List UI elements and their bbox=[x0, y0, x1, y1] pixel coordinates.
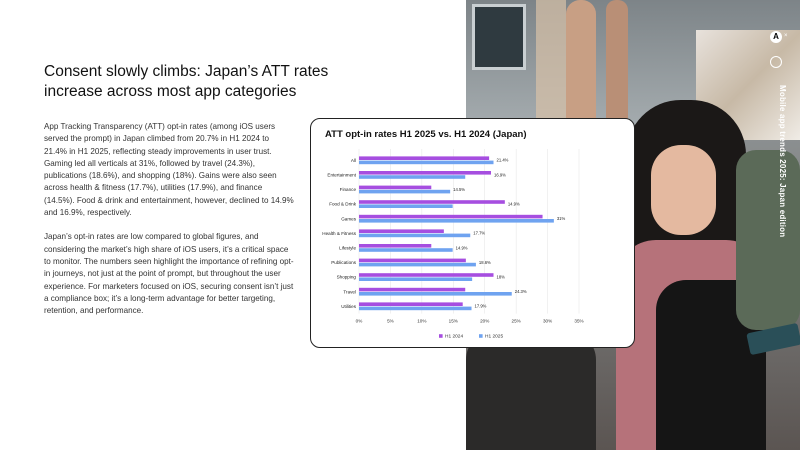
x-tick-label: 35% bbox=[574, 319, 583, 324]
bar-h1-2024 bbox=[359, 214, 543, 219]
bar-h1-2025 bbox=[359, 175, 466, 179]
data-label: 14.9% bbox=[456, 245, 468, 250]
brand-logo-icon: A bbox=[770, 31, 782, 43]
data-label: 16.9% bbox=[494, 172, 506, 177]
logo-separator: × bbox=[784, 33, 788, 39]
bar-h1-2024 bbox=[359, 258, 466, 263]
bar-h1-2024 bbox=[359, 287, 466, 292]
paragraph-2: Japan’s opt-in rates are low compared to… bbox=[44, 232, 294, 316]
data-label: 24.3% bbox=[515, 289, 527, 294]
category-label: Travel bbox=[343, 289, 356, 294]
bar-h1-2024 bbox=[359, 244, 432, 248]
bar-h1-2025 bbox=[359, 306, 472, 311]
legend-swatch bbox=[439, 334, 443, 338]
bar-h1-2025 bbox=[359, 262, 476, 267]
bar-h1-2025 bbox=[359, 204, 453, 208]
data-label: 18.6% bbox=[479, 260, 491, 265]
bar-h1-2024 bbox=[359, 229, 444, 233]
x-tick-label: 5% bbox=[387, 319, 394, 324]
headline: Consent slowly climbs: Japan’s ATT rates… bbox=[44, 63, 329, 100]
chart-title: ATT opt-in rates H1 2025 vs. H1 2024 (Ja… bbox=[325, 129, 527, 140]
legend-label: H1 2024 bbox=[445, 334, 463, 340]
x-tick-label: 25% bbox=[512, 319, 521, 324]
bar-h1-2024 bbox=[359, 156, 490, 160]
category-label: Publications bbox=[331, 260, 356, 265]
bar-h1-2024 bbox=[359, 185, 432, 190]
x-tick-label: 20% bbox=[480, 319, 489, 324]
x-tick-label: 30% bbox=[543, 319, 552, 324]
side-title: Mobile app trends 2025: Japan edition bbox=[778, 85, 787, 238]
category-label: Food & Drink bbox=[329, 202, 357, 207]
legend-swatch bbox=[479, 334, 483, 338]
category-label: Lifestyle bbox=[339, 246, 356, 251]
category-label: Finance bbox=[340, 187, 357, 192]
paragraph-1: App Tracking Transparency (ATT) opt-in r… bbox=[44, 122, 294, 218]
bar-h1-2025 bbox=[359, 233, 471, 238]
partner-logo-icon bbox=[770, 56, 782, 68]
bar-h1-2024 bbox=[359, 171, 491, 175]
bar-h1-2025 bbox=[359, 277, 473, 281]
bar-h1-2024 bbox=[359, 302, 463, 306]
data-label: 14.9% bbox=[508, 202, 520, 207]
x-tick-label: 15% bbox=[449, 319, 458, 324]
bar-h1-2025 bbox=[359, 189, 451, 194]
data-label: 18% bbox=[497, 275, 506, 280]
data-label: 14.5% bbox=[453, 187, 465, 192]
bar-chart: 0% 5% 10% 15% 20% 25% 30% 35% All 21.4% Entertainm… bbox=[322, 149, 584, 340]
bar-h1-2025 bbox=[359, 160, 494, 165]
chart-card: ATT opt-in rates H1 2025 vs. H1 2024 (Ja… bbox=[310, 118, 635, 348]
body-text: App Tracking Transparency (ATT) opt-in r… bbox=[44, 121, 294, 329]
category-label: All bbox=[351, 158, 356, 163]
data-label: 21.4% bbox=[497, 158, 509, 163]
x-tick-label: 0% bbox=[356, 319, 363, 324]
bar-h1-2025 bbox=[359, 248, 453, 252]
data-label: 17.7% bbox=[473, 231, 485, 236]
bar-h1-2025 bbox=[359, 292, 512, 296]
category-label: Health & Fitness bbox=[322, 231, 356, 236]
category-label: Shopping bbox=[337, 275, 357, 280]
category-label: Utilities bbox=[341, 304, 357, 309]
x-tick-label: 10% bbox=[417, 319, 426, 324]
legend-label: H1 2025 bbox=[485, 334, 503, 340]
bar-h1-2025 bbox=[359, 219, 554, 223]
category-label: Games bbox=[341, 216, 357, 221]
bar-h1-2024 bbox=[359, 200, 505, 204]
background-photo bbox=[466, 0, 800, 450]
category-label: Entertainment bbox=[327, 173, 356, 178]
data-label: 31% bbox=[557, 216, 566, 221]
bar-h1-2024 bbox=[359, 273, 494, 277]
data-label: 17.9% bbox=[475, 304, 487, 309]
